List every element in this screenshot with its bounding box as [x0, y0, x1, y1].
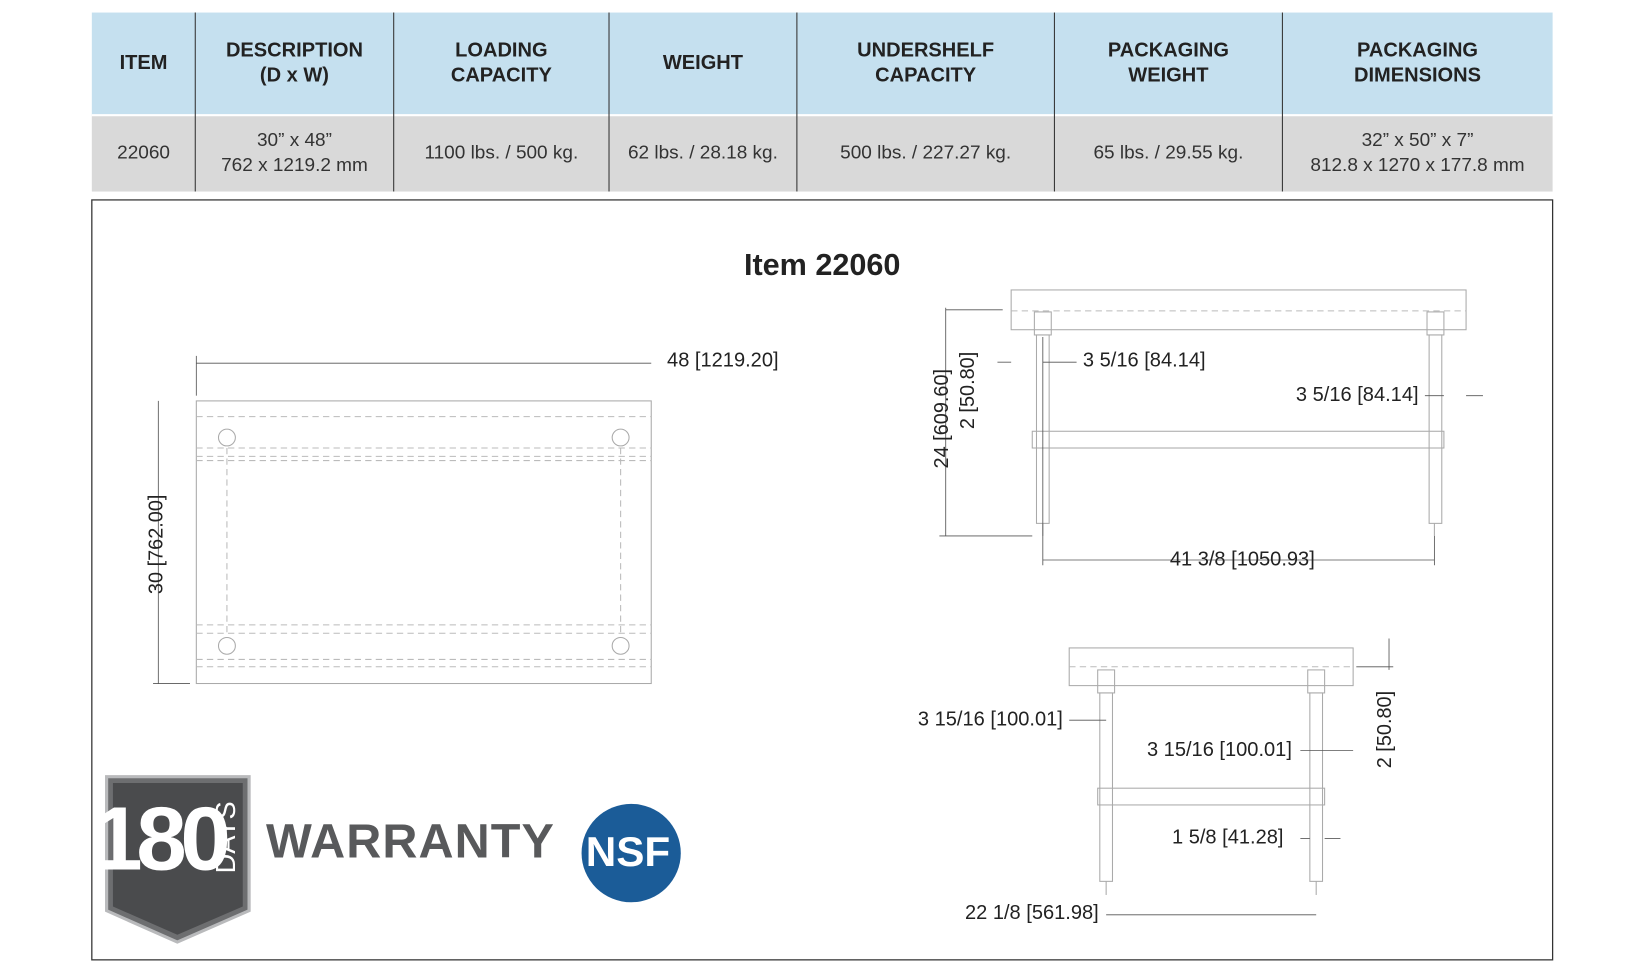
- header-cell: ITEM: [120, 52, 168, 74]
- table-cell: 1100 lbs. / 500 kg.: [424, 142, 578, 163]
- header-cell: CAPACITY: [875, 65, 976, 87]
- nsf-logo: [581, 803, 681, 903]
- header-cell: (D x W): [260, 65, 329, 87]
- dimension-label: 2 [50.80]: [957, 352, 979, 429]
- header-cell: WEIGHT: [1128, 65, 1208, 87]
- nsf-text: NSF: [586, 828, 670, 875]
- drawing-title: Item 22060: [744, 248, 900, 282]
- header-cell: WEIGHT: [663, 52, 743, 74]
- front-view: [939, 289, 1483, 566]
- dimension-label: 48 [1219.20]: [667, 349, 779, 371]
- table-cell: 812.8 x 1270 x 177.8 mm: [1310, 155, 1524, 176]
- dimension-label: 3 15/16 [100.01]: [1147, 739, 1292, 761]
- dimension-label: 41 3/8 [1050.93]: [1170, 548, 1315, 570]
- warranty-text: WARRANTY: [266, 815, 555, 869]
- table-cell: 500 lbs. / 227.27 kg.: [840, 142, 1011, 163]
- header-cell: DESCRIPTION: [226, 40, 363, 62]
- table-row-bg: [91, 115, 1553, 192]
- header-cell: LOADING: [455, 40, 547, 62]
- table-cell: 30” x 48”: [257, 130, 332, 151]
- table-header-bg: [91, 12, 1553, 116]
- dimension-label: 24 [609.60]: [931, 369, 953, 469]
- header-cell: CAPACITY: [451, 65, 552, 87]
- dimension-label: 22 1/8 [561.98]: [965, 902, 1099, 924]
- dimension-label: 1 5/8 [41.28]: [1172, 827, 1283, 849]
- table-cell: 62 lbs. / 28.18 kg.: [628, 142, 778, 163]
- top-view: [153, 355, 652, 685]
- dimension-label: 2 [50.80]: [1374, 691, 1396, 768]
- header-cell: UNDERSHELF: [857, 40, 994, 62]
- table-cell: 22060: [117, 142, 170, 163]
- header-cell: DIMENSIONS: [1354, 65, 1481, 87]
- table-cell: 65 lbs. / 29.55 kg.: [1093, 142, 1243, 163]
- dimension-label: 3 5/16 [84.14]: [1083, 349, 1206, 371]
- side-view: [1068, 638, 1394, 916]
- dimension-label: 30 [762.00]: [145, 495, 167, 595]
- drawing-frame: [91, 199, 1554, 961]
- warranty-badge: 180 DAYS WARRANTY NSF: [92, 775, 681, 944]
- days-word: DAYS: [210, 801, 241, 873]
- dimension-label: 3 5/16 [84.14]: [1296, 384, 1419, 406]
- header-cell: PACKAGING: [1108, 40, 1229, 62]
- table-cell: 32” x 50” x 7”: [1362, 130, 1474, 151]
- header-cell: PACKAGING: [1357, 40, 1478, 62]
- dimension-label: 3 15/16 [100.01]: [918, 708, 1063, 730]
- days-number: 180: [92, 789, 227, 890]
- table-cell: 762 x 1219.2 mm: [221, 155, 368, 176]
